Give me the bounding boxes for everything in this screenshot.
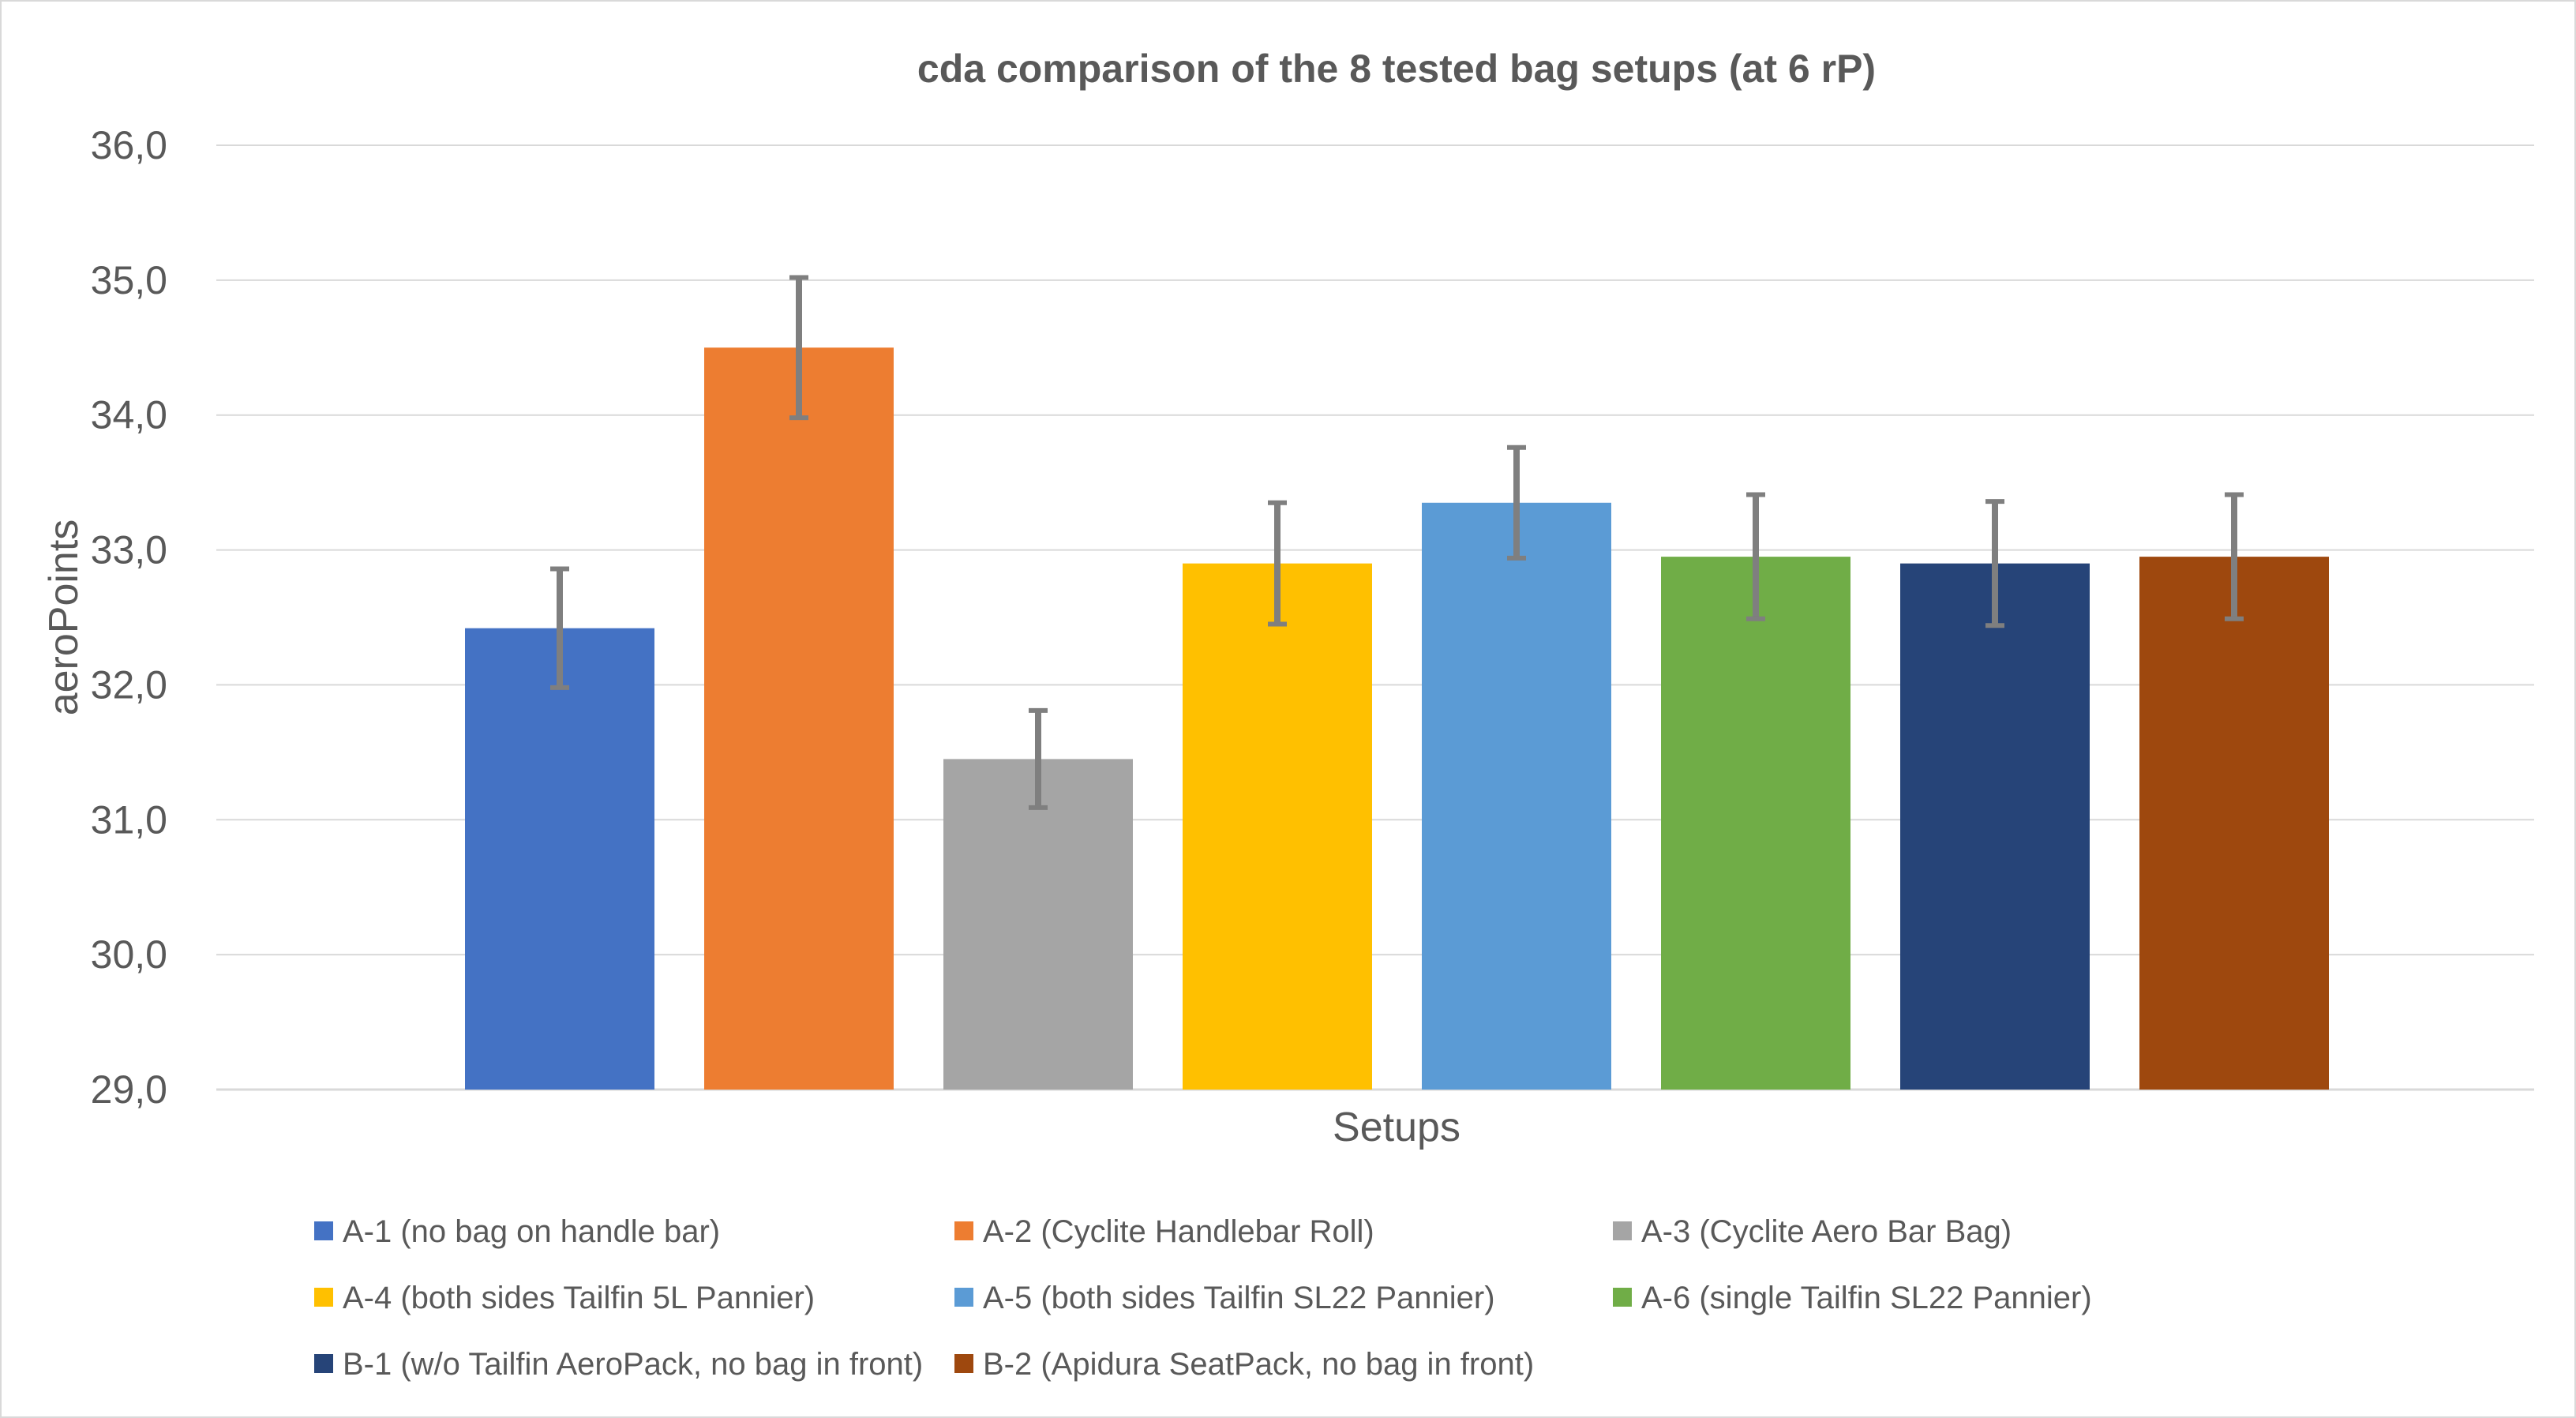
legend-item: A-4 (both sides Tailfin 5L Pannier) (314, 1281, 815, 1315)
y-tick-label: 32,0 (91, 662, 167, 707)
x-axis-label: Setups (1333, 1105, 1460, 1150)
bar (465, 628, 654, 1090)
error-bar (2225, 492, 2244, 621)
bar (1183, 563, 1372, 1090)
legend-item: A-2 (Cyclite Handlebar Roll) (954, 1214, 1374, 1249)
legend-label: A-4 (both sides Tailfin 5L Pannier) (343, 1281, 815, 1315)
error-bar (1985, 499, 2004, 628)
error-bar (550, 566, 569, 690)
legend-swatch (1613, 1221, 1632, 1240)
legend-item: B-1 (w/o Tailfin AeroPack, no bag in fro… (314, 1347, 923, 1382)
y-tick-label: 36,0 (91, 123, 167, 167)
y-tick-label: 35,0 (91, 258, 167, 302)
legend-swatch (954, 1354, 973, 1373)
legend-item: B-2 (Apidura SeatPack, no bag in front) (954, 1347, 1534, 1382)
legend-swatch (1613, 1288, 1632, 1307)
chart-title: cda comparison of the 8 tested bag setup… (917, 47, 1876, 91)
bar (2139, 557, 2329, 1090)
bar (1422, 502, 1611, 1090)
legend-item: A-1 (no bag on handle bar) (314, 1214, 720, 1249)
bars (465, 347, 2329, 1090)
legend: A-1 (no bag on handle bar) A-2 (Cyclite H… (314, 1214, 2092, 1382)
legend-swatch (314, 1354, 333, 1373)
legend-label: A-1 (no bag on handle bar) (343, 1214, 720, 1249)
legend-item: A-3 (Cyclite Aero Bar Bag) (1613, 1214, 2012, 1249)
y-tick-label: 31,0 (91, 797, 167, 842)
error-bar (789, 275, 808, 421)
legend-label: B-2 (Apidura SeatPack, no bag in front) (983, 1347, 1534, 1382)
legend-label: A-2 (Cyclite Handlebar Roll) (983, 1214, 1374, 1249)
error-bar (1507, 445, 1526, 561)
error-bar (1029, 707, 1048, 810)
y-tick-label: 34,0 (91, 393, 167, 437)
bar (704, 347, 894, 1090)
error-bar (1746, 492, 1765, 621)
legend-label: A-3 (Cyclite Aero Bar Bag) (1641, 1214, 2012, 1249)
bar (1900, 563, 2090, 1090)
legend-label: A-6 (single Tailfin SL22 Pannier) (1641, 1281, 2092, 1315)
y-axis-label: aeroPoints (41, 520, 87, 716)
legend-label: A-5 (both sides Tailfin SL22 Pannier) (983, 1281, 1495, 1315)
legend-swatch (954, 1221, 973, 1240)
error-bar (1268, 500, 1287, 627)
y-axis-ticks: 29,0 30,0 31,0 32,0 33,0 34,0 35,0 36,0 (91, 123, 167, 1112)
legend-swatch (314, 1221, 333, 1240)
legend-swatch (314, 1288, 333, 1307)
y-tick-label: 29,0 (91, 1067, 167, 1112)
legend-item: A-5 (both sides Tailfin SL22 Pannier) (954, 1281, 1495, 1315)
legend-label: B-1 (w/o Tailfin AeroPack, no bag in fro… (343, 1347, 923, 1382)
bar (943, 759, 1133, 1090)
error-bars (550, 275, 2244, 810)
legend-swatch (954, 1288, 973, 1307)
legend-item: A-6 (single Tailfin SL22 Pannier) (1613, 1281, 2092, 1315)
y-tick-label: 30,0 (91, 932, 167, 977)
y-tick-label: 33,0 (91, 528, 167, 572)
bar (1661, 557, 1850, 1090)
